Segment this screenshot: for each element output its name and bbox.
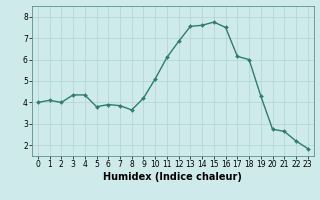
X-axis label: Humidex (Indice chaleur): Humidex (Indice chaleur)	[103, 172, 242, 182]
